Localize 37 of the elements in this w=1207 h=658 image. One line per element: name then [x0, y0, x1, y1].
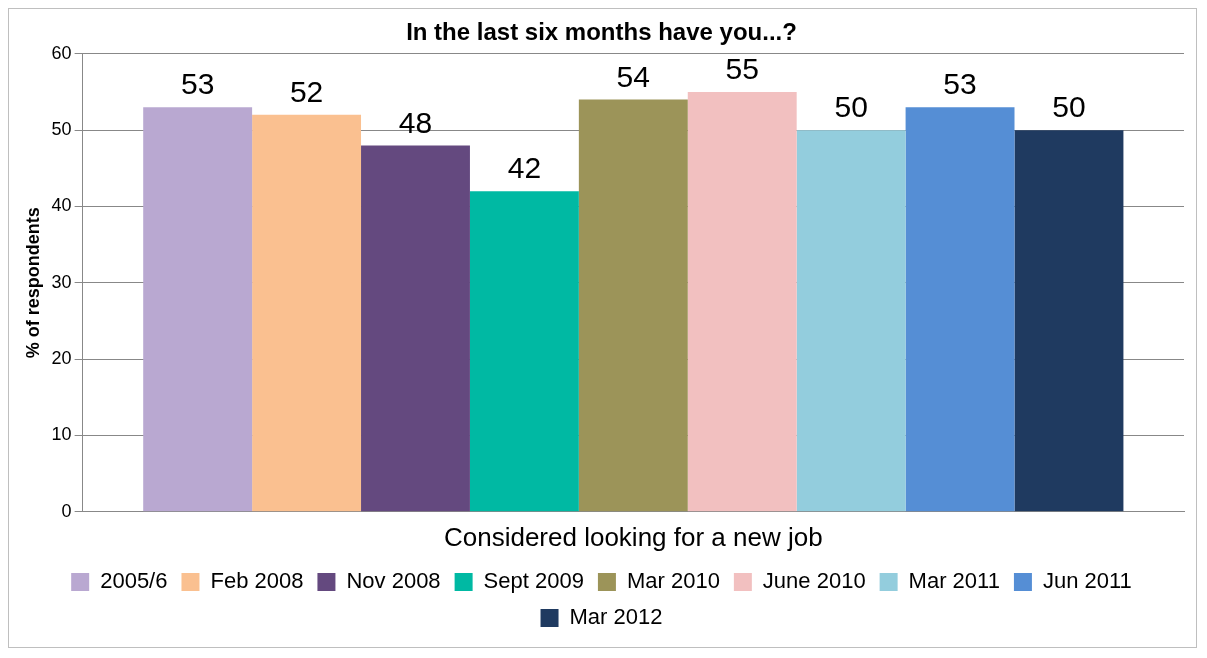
data-label: 53	[943, 67, 977, 101]
legend-label: Mar 2012	[569, 604, 663, 630]
bar	[469, 191, 579, 512]
data-label: 55	[725, 52, 759, 86]
bar	[796, 130, 906, 512]
legend-label: Jun 2011	[1042, 568, 1132, 594]
bar	[687, 91, 797, 512]
data-label: 48	[398, 105, 433, 139]
data-label: 42	[507, 151, 542, 185]
data-label: 50	[1052, 90, 1086, 124]
data-label: 50	[834, 90, 868, 124]
legend-label: Sept 2009	[483, 568, 584, 594]
bar	[361, 145, 470, 512]
x-tick-label: Considered looking for a new job	[443, 521, 823, 552]
y-tick-label: 60	[51, 42, 72, 63]
legend-label: 2005/6	[100, 568, 168, 594]
bar	[143, 107, 253, 512]
bar	[1014, 130, 1124, 512]
legend-label: Mar 2010	[626, 568, 720, 594]
legend-label: Nov 2008	[346, 568, 441, 594]
y-axis-title: % of respondents	[22, 207, 43, 359]
y-tick-label: 20	[51, 348, 72, 369]
bar	[905, 107, 1015, 512]
y-tick-label: 30	[51, 271, 72, 292]
data-label: 52	[289, 75, 324, 109]
y-tick-label: 50	[51, 119, 72, 140]
chart-title: In the last six months have you...?	[406, 18, 797, 46]
bar	[578, 99, 688, 512]
legend-label: Mar 2011	[908, 568, 1000, 594]
y-tick-label: 0	[61, 500, 72, 521]
legend-label: June 2010	[762, 568, 866, 594]
data-label: 54	[616, 59, 650, 93]
y-tick-label: 10	[51, 424, 72, 445]
y-tick-label: 40	[51, 195, 72, 216]
data-label: 53	[180, 67, 215, 101]
bar	[252, 114, 362, 512]
legend-label: Feb 2008	[210, 568, 304, 594]
